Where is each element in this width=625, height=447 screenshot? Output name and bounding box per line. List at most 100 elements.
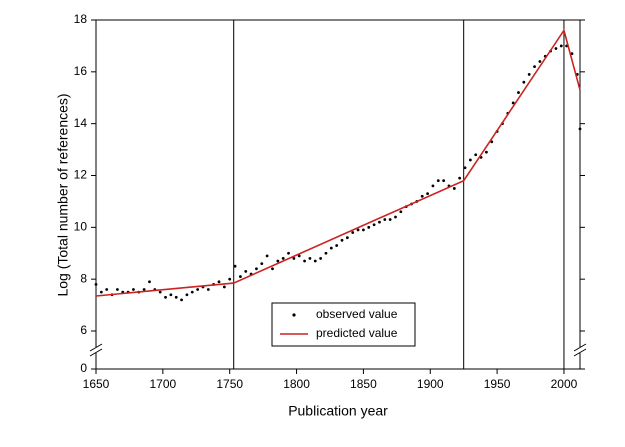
data-point	[276, 259, 280, 263]
legend-label: predicted value	[316, 326, 398, 340]
data-point	[345, 236, 349, 240]
data-point	[329, 246, 333, 250]
data-point	[533, 65, 536, 69]
data-point	[426, 192, 429, 196]
x-tick-label: 2000	[551, 377, 578, 391]
data-point	[458, 176, 462, 180]
data-point	[281, 257, 285, 260]
data-point	[164, 295, 167, 299]
data-point	[468, 158, 472, 162]
data-point	[485, 150, 488, 154]
data-point	[217, 280, 221, 284]
data-point	[158, 290, 162, 294]
data-point	[185, 293, 189, 297]
y-tick-label: 0	[80, 361, 87, 375]
plot-frame	[95, 19, 581, 370]
x-tick-label: 1750	[216, 377, 243, 391]
data-point	[271, 267, 274, 271]
data-point	[148, 280, 151, 284]
data-point	[308, 257, 312, 260]
data-point	[297, 254, 301, 258]
y-tick-label: 16	[74, 64, 88, 78]
axis-break-mark	[89, 348, 103, 357]
y-tick-label: 8	[80, 271, 87, 285]
data-point	[196, 288, 200, 291]
data-point	[292, 257, 296, 260]
data-point	[244, 269, 248, 273]
data-point	[399, 210, 403, 214]
x-axis-label: Publication year	[288, 403, 388, 419]
x-tick-label: 1900	[417, 377, 444, 391]
data-point	[319, 257, 323, 260]
legend-box	[271, 302, 416, 347]
data-point	[362, 228, 365, 232]
x-tick-label: 1850	[350, 377, 377, 391]
data-point	[142, 288, 146, 291]
axis-break-mark	[89, 343, 103, 352]
data-point	[105, 288, 109, 291]
data-point	[522, 80, 526, 84]
y-tick-label: 10	[74, 220, 88, 234]
data-point	[474, 153, 478, 157]
data-point	[394, 215, 397, 219]
data-point	[132, 288, 135, 291]
data-point	[463, 166, 467, 170]
data-point	[340, 238, 344, 242]
data-point	[378, 220, 381, 224]
data-point	[180, 298, 183, 302]
data-point	[517, 91, 520, 94]
data-point	[383, 218, 387, 221]
data-point	[372, 223, 376, 227]
data-point	[255, 267, 258, 271]
x-tick-label: 1650	[83, 377, 110, 391]
data-point	[222, 285, 226, 289]
data-point	[206, 288, 210, 291]
data-point	[260, 262, 264, 266]
data-point	[115, 288, 119, 291]
x-tick-label: 1700	[149, 377, 176, 391]
y-tick-label: 12	[74, 168, 88, 182]
data-point	[527, 73, 531, 76]
data-point	[324, 251, 328, 255]
data-point	[511, 101, 515, 105]
data-point	[554, 47, 558, 50]
data-point	[538, 60, 542, 63]
x-tick-label: 1950	[484, 377, 511, 391]
axis-break-gap	[577, 347, 583, 353]
data-point	[99, 290, 103, 294]
y-axis-label: Log (Total number of references)	[55, 93, 71, 296]
axis-break-gap	[93, 347, 99, 353]
data-point	[420, 194, 424, 198]
y-tick-label: 18	[74, 12, 88, 26]
data-point	[442, 179, 446, 183]
data-point	[388, 218, 392, 221]
axis-break-mark	[573, 348, 587, 357]
data-point	[174, 295, 178, 299]
data-point	[238, 275, 242, 278]
predicted-line	[95, 28, 581, 297]
data-point	[367, 225, 371, 229]
data-point	[94, 282, 98, 286]
legend-symbol	[292, 313, 296, 317]
data-point	[233, 264, 237, 268]
data-point	[570, 52, 574, 56]
data-point	[490, 140, 494, 144]
data-point	[452, 187, 456, 190]
data-point	[265, 254, 269, 258]
data-point	[578, 127, 582, 131]
data-point	[287, 251, 290, 255]
data-point	[356, 228, 360, 232]
data-point	[431, 184, 435, 188]
data-point	[303, 259, 306, 263]
data-point	[228, 277, 232, 281]
data-point	[559, 44, 563, 48]
y-tick-label: 14	[74, 116, 88, 130]
data-point	[335, 244, 339, 247]
data-point	[436, 179, 440, 183]
y-tick-label: 6	[80, 323, 87, 337]
data-point	[190, 290, 194, 294]
x-tick-label: 1800	[283, 377, 310, 391]
data-point	[351, 231, 355, 234]
data-point	[313, 259, 317, 263]
